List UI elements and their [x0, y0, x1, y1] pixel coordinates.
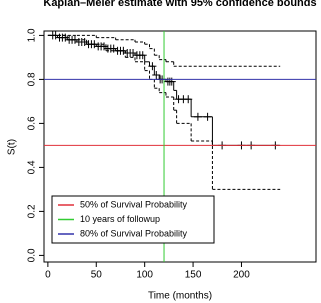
y-tick-label: 1.0	[27, 28, 38, 42]
censor-mark	[203, 112, 212, 121]
censor-mark	[167, 77, 176, 86]
x-tick-label: 0	[45, 270, 51, 281]
censor-mark	[138, 51, 147, 60]
x-tick-label: 200	[233, 270, 250, 281]
plot-frame	[43, 30, 317, 263]
legend-label: 50% of Survival Probability	[80, 199, 188, 209]
y-axis-label: S(t)	[7, 139, 18, 155]
legend-box	[51, 195, 215, 244]
y-tick-label: 0.4	[27, 160, 38, 174]
y-tick-label: 0.8	[27, 72, 38, 86]
x-tick-label: 50	[91, 270, 103, 281]
y-tick-label: 0.0	[27, 248, 38, 262]
y-tick-label: 0.6	[27, 116, 38, 130]
censor-mark	[184, 95, 193, 104]
chart-title: Kaplan–Meier estimate with 95% confidenc…	[43, 0, 316, 9]
y-tick-label: 0.2	[27, 204, 38, 218]
censor-mark	[193, 112, 202, 121]
legend-label: 10 years of followup	[80, 214, 160, 224]
x-axis-label: Time (months)	[148, 291, 212, 302]
censor-mark	[148, 62, 157, 71]
x-tick-label: 150	[185, 270, 202, 281]
x-tick-label: 100	[136, 270, 153, 281]
legend: 50% of Survival Probability 10 years of f…	[51, 195, 215, 244]
legend-label: 80% of Survival Probability	[80, 228, 188, 238]
censor-mark	[152, 71, 161, 79]
